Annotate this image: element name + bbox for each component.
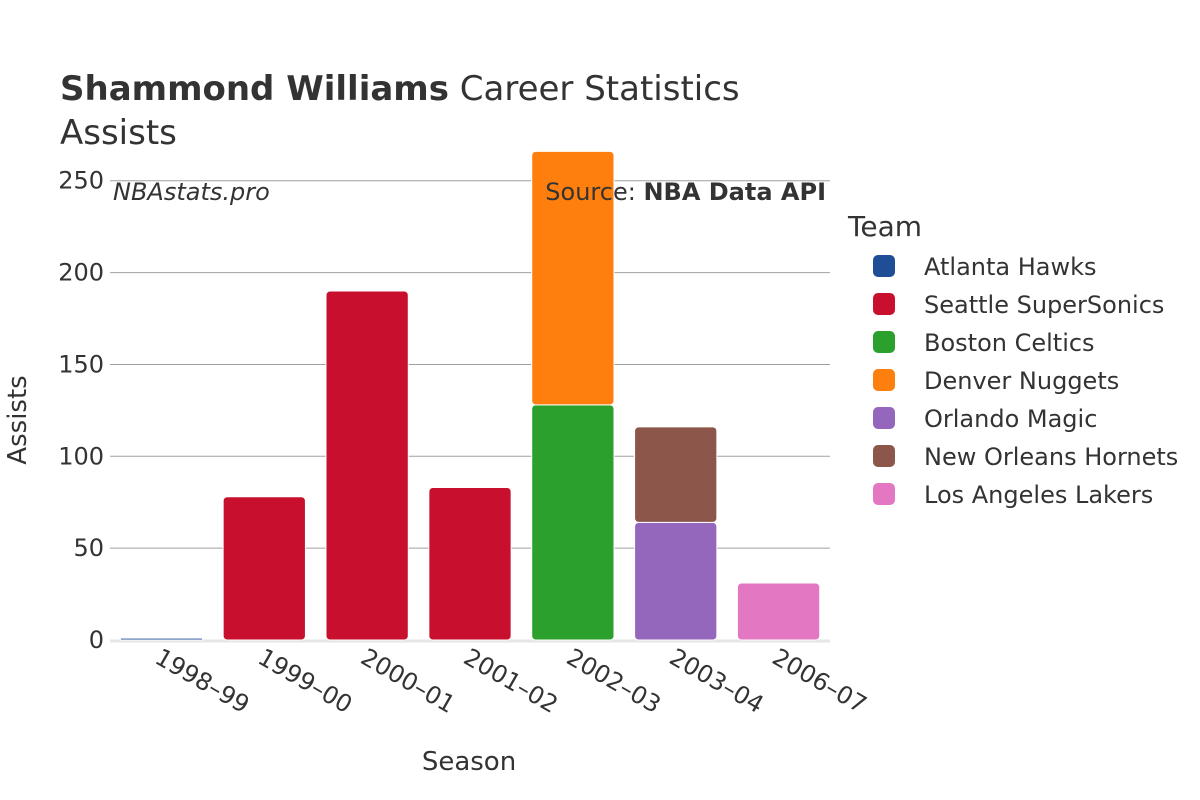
bar-boston-celtics-2002–03[interactable] [531, 404, 615, 641]
legend-swatch [873, 483, 895, 505]
x-tick-label: 2002–03 [562, 643, 666, 719]
legend-item-los-angeles-lakers[interactable]: Los Angeles Lakers [873, 481, 1153, 509]
y-tick-label: 0 [89, 626, 104, 654]
x-axis-ticks: 1998–99 1999–00 2000–01 2001–02 2002–03 2003–… [150, 643, 871, 719]
bar-denver-nuggets-2002–03[interactable] [531, 150, 615, 406]
legend-title: Team [847, 210, 922, 243]
legend-label: Atlanta Hawks [924, 253, 1097, 281]
x-tick-label: 1998–99 [150, 643, 254, 719]
bars [119, 150, 821, 641]
legend-item-new-orleans-hornets[interactable]: New Orleans Hornets [873, 443, 1178, 471]
legend-label: Seattle SuperSonics [924, 291, 1164, 319]
x-tick-label: 2003–04 [665, 643, 769, 719]
legend-swatch [873, 407, 895, 429]
bar-orlando-magic-2003–04[interactable] [634, 521, 718, 641]
x-tick-label: 1999–00 [253, 643, 357, 719]
x-tick-label: 2001–02 [459, 643, 563, 719]
gridlines [110, 180, 830, 643]
bar-seattle-supersonics-1999–00[interactable] [222, 496, 306, 641]
y-axis-label: Assists [3, 375, 33, 464]
legend-swatch [873, 293, 895, 315]
y-axis-ticks: 0 50 100 150 200 250 [58, 167, 104, 654]
legend-item-orlando-magic[interactable]: Orlando Magic [873, 405, 1097, 433]
y-tick-label: 100 [58, 442, 104, 470]
y-tick-label: 150 [58, 350, 104, 378]
source-label: Source: NBA Data API [545, 178, 826, 206]
legend-swatch [873, 331, 895, 353]
bar-seattle-supersonics-2000–01[interactable] [325, 290, 409, 641]
x-tick-label: 2000–01 [356, 643, 460, 719]
legend: Team Atlanta Hawks Seattle SuperSonics Bos… [847, 210, 1178, 509]
legend-swatch [873, 445, 895, 467]
x-tick-label: 2006–07 [768, 643, 872, 719]
legend-label: Orlando Magic [924, 405, 1097, 433]
watermark: NBAstats.pro [113, 178, 270, 206]
bar-new-orleans-hornets-2003–04[interactable] [634, 426, 718, 523]
legend-label: Los Angeles Lakers [924, 481, 1153, 509]
legend-item-seattle-supersonics[interactable]: Seattle SuperSonics [873, 291, 1164, 319]
y-tick-label: 50 [73, 534, 104, 562]
legend-item-atlanta-hawks[interactable]: Atlanta Hawks [873, 253, 1097, 281]
legend-item-denver-nuggets[interactable]: Denver Nuggets [873, 367, 1119, 395]
bar-los-angeles-lakers-2006–07[interactable] [736, 582, 821, 641]
chart-title: Shammond Williams Career Statistics [60, 69, 740, 109]
legend-swatch [873, 369, 895, 391]
bar-seattle-supersonics-2001–02[interactable] [428, 487, 512, 641]
legend-label: New Orleans Hornets [924, 443, 1178, 471]
legend-label: Denver Nuggets [924, 367, 1119, 395]
legend-swatch [873, 255, 895, 277]
legend-item-boston-celtics[interactable]: Boston Celtics [873, 329, 1095, 357]
legend-label: Boston Celtics [924, 329, 1095, 357]
y-tick-label: 250 [58, 167, 104, 195]
chart-subtitle: Assists [60, 113, 177, 153]
bar-atlanta-hawks-1998–99[interactable] [119, 637, 204, 641]
x-axis-label: Season [422, 747, 516, 777]
y-tick-label: 200 [58, 259, 104, 287]
